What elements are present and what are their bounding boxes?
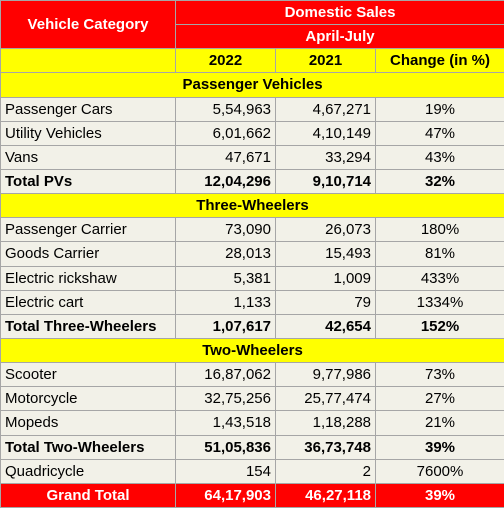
data-row: Mopeds 1,43,518 1,18,288 21%	[0, 410, 504, 436]
total-row: Total Two-Wheelers 51,05,836 36,73,748 39%	[0, 434, 504, 460]
row-label: Quadricycle	[0, 458, 176, 484]
cell: 5,381	[175, 265, 276, 291]
cell: 1334%	[374, 289, 504, 315]
data-row: Utility Vehicles 6,01,662 4,10,149 47%	[0, 120, 504, 146]
cell: 5,54,963	[175, 96, 276, 122]
row-label: Passenger Carrier	[0, 217, 176, 243]
row-label: Passenger Cars	[0, 96, 176, 122]
section-row: Three-Wheelers	[0, 193, 504, 219]
cell: 1,18,288	[275, 410, 376, 436]
cell: 154	[175, 458, 276, 484]
data-row: Goods Carrier 28,013 15,493 81%	[0, 241, 504, 267]
cell: 28,013	[175, 241, 276, 267]
cell: 64,17,903	[175, 482, 276, 508]
total-row: Total Three-Wheelers 1,07,617 42,654 152%	[0, 313, 504, 339]
blank-header	[0, 48, 176, 74]
row-label: Total Two-Wheelers	[0, 434, 176, 460]
row-label: Utility Vehicles	[0, 120, 176, 146]
cell: 4,67,271	[275, 96, 376, 122]
section-row: Passenger Vehicles	[0, 72, 504, 98]
row-label: Goods Carrier	[0, 241, 176, 267]
column-header: Change (in %)	[374, 48, 504, 74]
header-row: April-July	[1, 24, 504, 50]
cell: 16,87,062	[175, 362, 276, 388]
row-label: Scooter	[0, 362, 176, 388]
category-header: Vehicle Category	[0, 0, 176, 50]
cell: 26,073	[275, 217, 376, 243]
data-row: Motorcycle 32,75,256 25,77,474 27%	[0, 386, 504, 412]
cell: 32,75,256	[175, 386, 276, 412]
cell: 73%	[374, 362, 504, 388]
cell: 9,77,986	[275, 362, 376, 388]
cell: 32%	[374, 168, 504, 195]
data-row: Vans 47,671 33,294 43%	[0, 144, 504, 170]
row-label: Grand Total	[0, 482, 176, 508]
cell: 21%	[374, 410, 504, 436]
cell: 42,654	[275, 313, 376, 339]
cell: 43%	[374, 144, 504, 170]
data-row: Scooter 16,87,062 9,77,986 73%	[0, 362, 504, 388]
cell: 46,27,118	[275, 482, 376, 508]
data-row: Electric cart 1,133 79 1334%	[0, 289, 504, 315]
cell: 9,10,714	[275, 168, 376, 195]
cell: 39%	[374, 434, 504, 460]
data-row: Passenger Carrier 73,090 26,073 180%	[0, 217, 504, 243]
cell: 1,43,518	[175, 410, 276, 436]
cell: 4,10,149	[275, 120, 376, 146]
cell: 51,05,836	[175, 434, 276, 460]
cell: 1,133	[175, 289, 276, 315]
cell: 79	[275, 289, 376, 315]
cell: 15,493	[275, 241, 376, 267]
row-label: Motorcycle	[0, 386, 176, 412]
cell: 6,01,662	[175, 120, 276, 146]
section-title: Two-Wheelers	[0, 337, 504, 364]
cell: 1,009	[275, 265, 376, 291]
column-header: 2022	[175, 48, 276, 74]
section-title: Three-Wheelers	[0, 193, 504, 219]
header-row: Vehicle Category Domestic Sales	[0, 0, 504, 50]
cell: 180%	[374, 217, 504, 243]
row-label: Total Three-Wheelers	[0, 313, 176, 339]
cell: 47,671	[175, 144, 276, 170]
data-row: Passenger Cars 5,54,963 4,67,271 19%	[0, 96, 504, 122]
cell: 152%	[374, 313, 504, 339]
cell: 2	[275, 458, 376, 484]
grand-total-row: Grand Total 64,17,903 46,27,118 39%	[0, 482, 504, 508]
cell: 433%	[374, 265, 504, 291]
section-title: Passenger Vehicles	[0, 72, 504, 98]
column-header: 2021	[275, 48, 376, 74]
cell: 19%	[374, 96, 504, 122]
row-label: Mopeds	[0, 410, 176, 436]
cell: 39%	[374, 482, 504, 508]
data-row: Quadricycle 154 2 7600%	[0, 458, 504, 484]
cell: 7600%	[374, 458, 504, 484]
row-label: Total PVs	[0, 168, 176, 195]
cell: 12,04,296	[175, 168, 276, 195]
cell: 73,090	[175, 217, 276, 243]
cell: 1,07,617	[175, 313, 276, 339]
data-row: Electric rickshaw 5,381 1,009 433%	[0, 265, 504, 291]
cell: 25,77,474	[275, 386, 376, 412]
cell: 36,73,748	[275, 434, 376, 460]
group-header: Domestic Sales	[174, 0, 504, 26]
period-header: April-July	[174, 24, 504, 50]
cell: 27%	[374, 386, 504, 412]
total-row: Total PVs 12,04,296 9,10,714 32%	[0, 168, 504, 195]
section-row: Two-Wheelers	[0, 337, 504, 364]
cell: 81%	[374, 241, 504, 267]
row-label: Vans	[0, 144, 176, 170]
cell: 33,294	[275, 144, 376, 170]
row-label: Electric cart	[0, 289, 176, 315]
row-label: Electric rickshaw	[0, 265, 176, 291]
cell: 47%	[374, 120, 504, 146]
column-header-row: 2022 2021 Change (in %)	[0, 48, 504, 74]
